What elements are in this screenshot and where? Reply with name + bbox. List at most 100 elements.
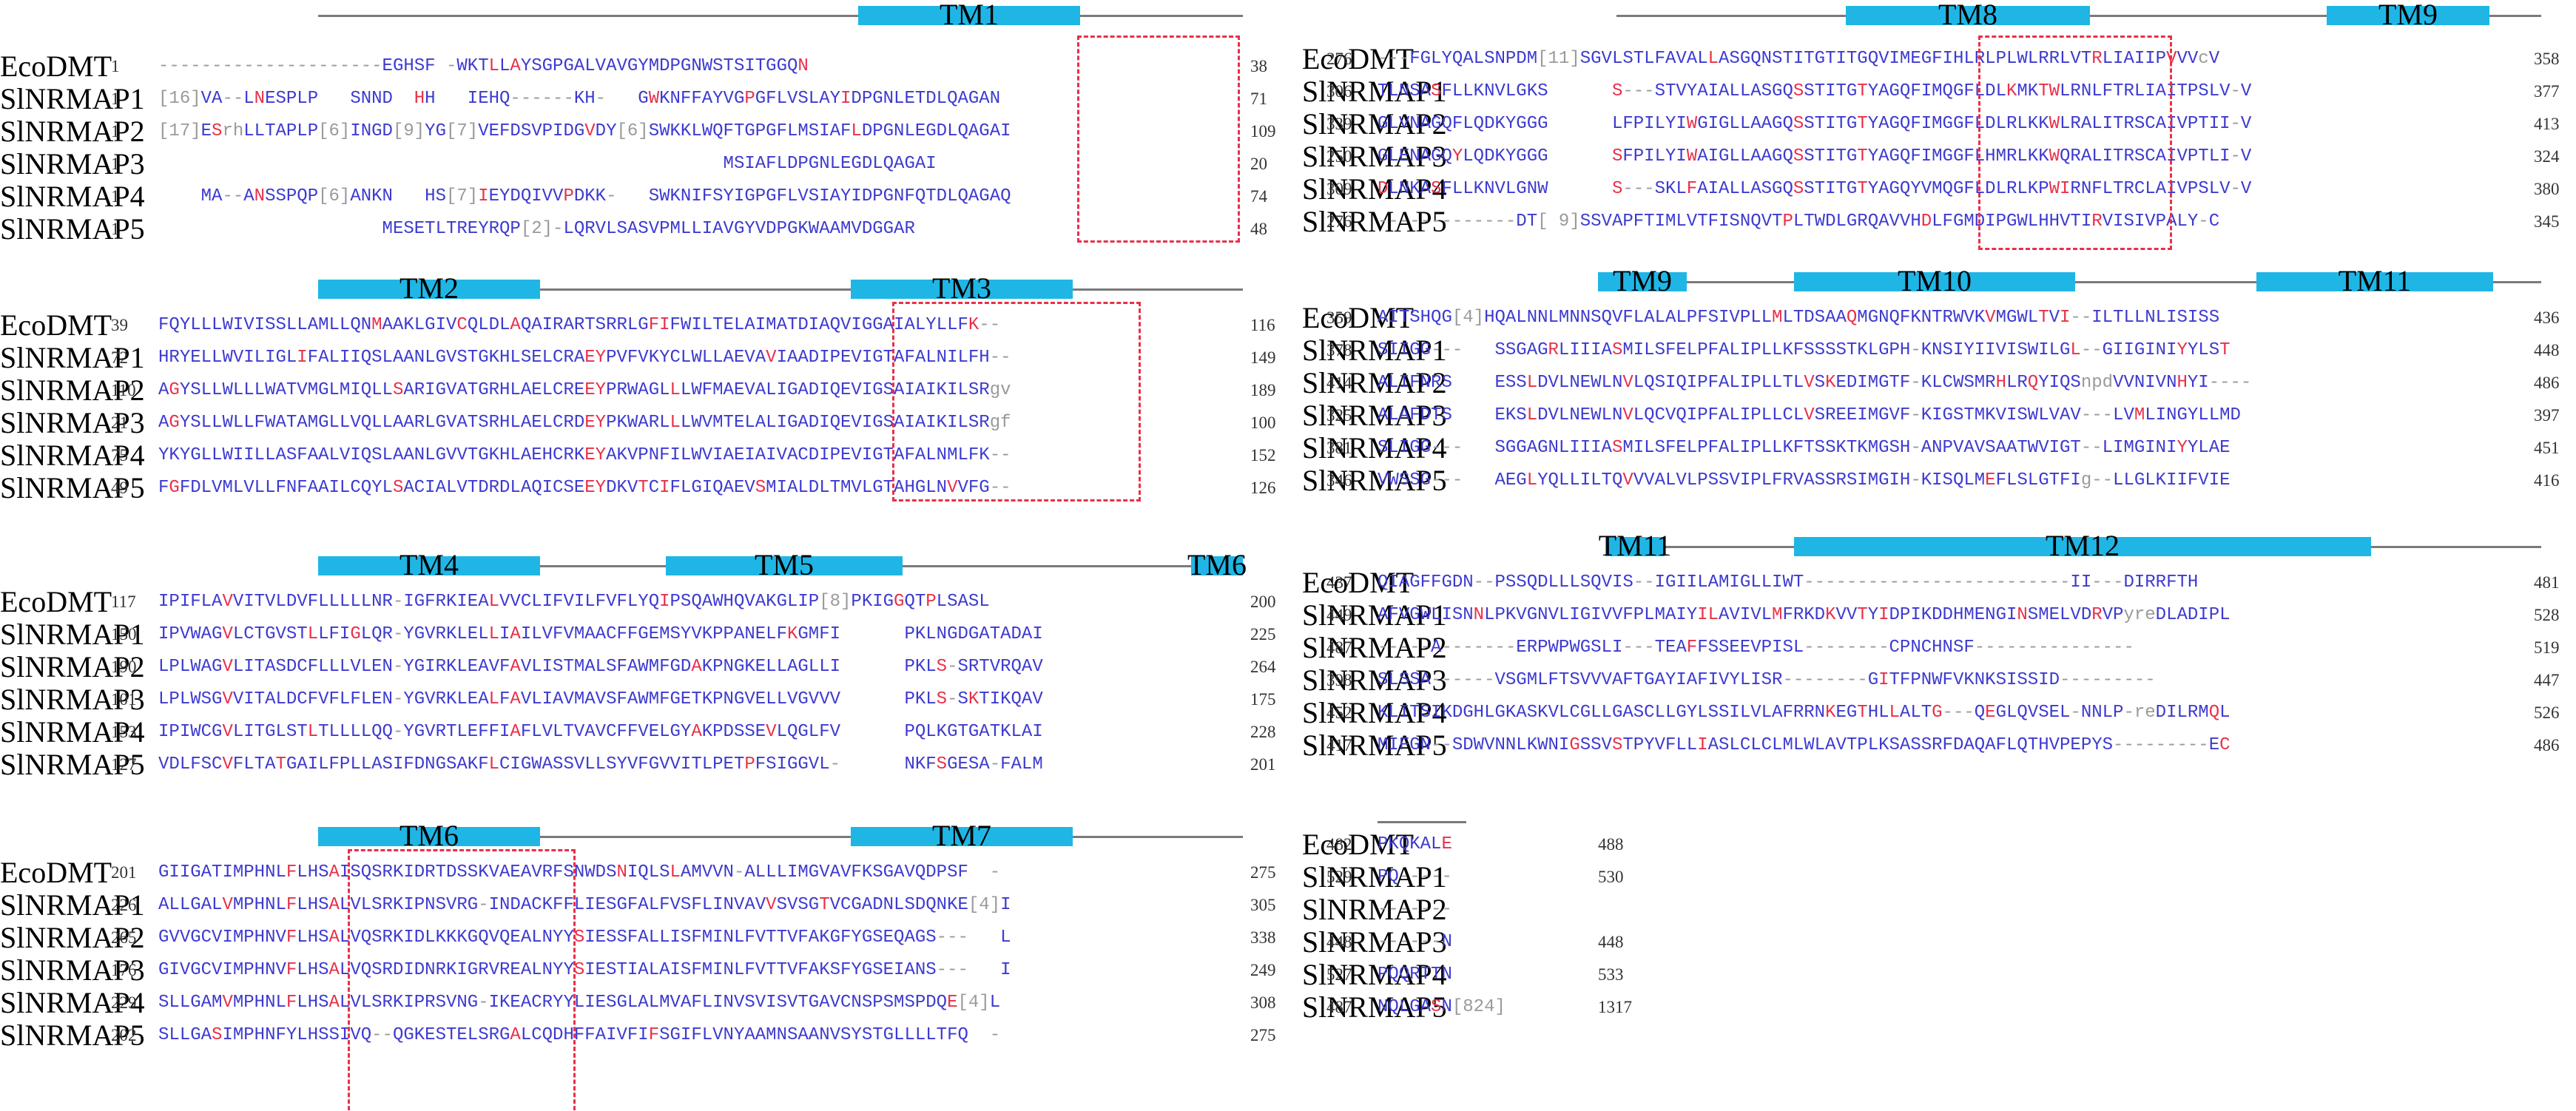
start-position: 306 [1326,82,1352,101]
tm-label: TM11 [2338,264,2412,297]
alignment-row: SlNRMAP4 153 IPIWCGVLITGLSTLTLLLLQQ-YGVRTL… [0,716,1276,749]
alignment-row: SlNRMAP5 202 SLLGASIMPHNFYLHSSIVQ--QGKESTE… [0,1019,1276,1052]
sequence-name: SlNRMAP4 [0,180,145,213]
sequence-name: SlNRMAP5 [0,212,145,246]
start-position: 487 [1326,638,1352,657]
sequence-residues: SLSSA------VSGMLFTSVVVAFTGAYIAFIVYLISR--… [1378,670,2156,690]
tm-bar-tm7: TM7 [851,821,1073,851]
end-position: 413 [2534,115,2560,133]
sequence-name: EcoDMT [1302,301,1415,334]
alignment-panel-7: TM11 TM12 EcoDMT 437 QIAGFFGDN--PSSQDLLLSQVI… [1302,531,2575,803]
sequence-residues: ------- [1378,899,1452,919]
start-position: 325 [1326,406,1352,425]
sequence-residues: -----A-------ERPWPWGSLI---TEAFFSSEEVPISL… [1378,638,2134,658]
sequence-residues: ALLGALVMPHNLFLHSALVLSRKIPNSVRG-INDACKFFL… [158,895,1011,915]
alignment-row: SlNRMAP1 226 ALLGALVMPHNLFLHSALVLSRKIPNSVR… [0,888,1276,922]
end-position: 100 [1250,413,1276,432]
sequence-residues: FGFDLVMLVLLFNFAAILCQYLSACIALVTDRDLAQICSE… [158,478,1011,498]
end-position: 486 [2534,736,2560,754]
sequence-name: EcoDMT [0,585,112,618]
start-position: 1 [111,122,120,141]
alignment-row: SlNRMAP4 527 PQQRTTN 533 [1302,959,2575,991]
sequence-residues: GVVGCVIMPHNVFLHSALVQSRKIDLKKKGQVQEALNYYS… [158,928,1011,948]
sequence-name: SlNRMAP1 [1302,75,1447,108]
start-position: 202 [111,1026,137,1044]
end-position: 338 [1250,928,1276,947]
start-position: 21 [111,413,128,432]
alignment-panel-2: TM2 TM3 EcoDMT 39 FQYLLLWIVISSLLAMLLQNMAAKLG… [0,274,1276,546]
sequence-name: SlNRMAP5 [1302,464,1447,497]
tm-bar-tm3: TM3 [851,274,1073,303]
sequence-residues: MA--ANSSPQP[6]ANKN HS[7]IEYDQIVVPDKK- SW… [200,186,1011,206]
tm-bar-tm6: TM6 [318,821,540,851]
alignment-row: SlNRMAP3 398 SLSSA------VSGMLFTSVVVAFTGAYI… [1302,664,2575,697]
alignment-row: EcoDMT 276 ---FGLYQALSNPDM[11]SGVLSTLFAVAL… [1302,43,2575,75]
tm-label: TM9 [2378,0,2438,31]
end-position: 447 [2534,671,2560,689]
tm-label: TM3 [932,271,991,305]
alignment-row: EcoDMT 482 PKQKALE 488 [1302,828,2575,861]
alignment-row: SlNRMAP4 75 YKYGLLWIILLASFAALVIQSLAANLGVVT… [0,439,1276,472]
start-position: 359 [1326,308,1352,327]
end-position: 20 [1250,155,1267,173]
sequence-residues: ---------------------EGHSF -WKTLLAYSGPGA… [158,56,809,76]
alignment-panel-5: TM8 TM9 EcoDMT 276 ---FGLYQALSNPDM[11]SGVLST… [1302,0,2575,272]
start-position: 110 [111,381,136,399]
sequence-name: SlNRMAP4 [1302,696,1447,729]
alignment-panel-3: TM4 TM5 TM6 EcoDMT 117 IPIFLAVVITVLDVFLLLLLNR… [0,550,1276,823]
sequence-residues: TLNSASFLLKNVLGKS S---STVYAIALLASGQSSTITG… [1378,81,2252,101]
tm-label: TM12 [2046,529,2120,562]
sequence-name: SlNRMAP3 [0,406,145,439]
sequence-residues: MSIAFLDPGNLEGDLQAGAI [723,154,937,174]
end-position: 200 [1250,592,1276,611]
alignment-row: SlNRMAP1 150 IPVWAGVLCTGVSTLLFIGLQR-YGVRKL… [0,618,1276,651]
alignment-row: SlNRMAP5 417 MIFGN--SDWVNNLKWNIGSSVSTPYVFL… [1302,729,2575,762]
alignment-row: SlNRMAP1 449 AFVGWLISNNLPKVGNVLIGIVVFPLMAI… [1302,599,2575,632]
start-position: 49 [111,479,128,497]
start-position: 1 [111,57,120,75]
alignment-row: SlNRMAP4 452 KLITSIKDGHLGKASKVLCGLLGASCLLG… [1302,697,2575,729]
alignment-ruler [318,836,1243,838]
sequence-name: SlNRMAP4 [1302,958,1447,991]
sequence-residues: AFVGWLISNNLPKVGNVLIGIVVFPLMAIYILAVIVLMFR… [1378,605,2231,625]
end-position: 397 [2534,406,2560,425]
start-position: 437 [1326,573,1352,592]
alignment-row: SlNRMAP3 101 LPLWSGVVITALDCFVFLFLEN-YGVRKL… [0,683,1276,716]
tm-label: TM11 [1598,529,1672,562]
end-position: 1317 [1598,998,1632,1016]
sequence-name: SlNRMAP3 [1302,140,1447,173]
end-position: 530 [1598,868,1624,886]
sequence-name: SlNRMAP5 [1302,990,1447,1024]
end-position: 486 [2534,374,2560,392]
sequence-name: SlNRMAP5 [0,1019,145,1052]
start-position: 201 [111,863,137,882]
alignment-row: EcoDMT 201 GIIGATIMPHNLFLHSAISQSRKIDRTDSSK… [0,857,1276,889]
start-position: 176 [111,961,137,979]
alignment-row: SlNRMAP1 529 PQ----- 530 [1302,861,2575,894]
alignment-row: SlNRMAP1 306 TLNSASFLLKNVLGKS S---STVYAIAL… [1302,75,2575,108]
alignment-row: SlNRMAP1 378 SIIGG--- SSGAGRLIIIASMILSFELP… [1302,334,2575,367]
start-position: 276 [1326,50,1352,68]
sequence-residues: YKYGLLWIILLASFAALVIQSLAANLGVVTGKHLAEHCRK… [158,445,1011,465]
sequence-name: SlNRMAP1 [0,82,145,115]
tm-label: TM2 [399,271,459,305]
sequence-name: SlNRMAP3 [0,953,145,987]
sequence-residues: VDLFSCVFLTATGAILFPLLASIFDNGSAKFLCIGWASSV… [158,754,1043,774]
alignment-row: SlNRMAP2 339 GLVNAGQFLQDKYGGG LFPILYIWGIGL… [1302,108,2575,141]
end-position: 345 [2534,212,2560,231]
end-position: 416 [2534,471,2560,490]
alignment-row: SlNRMAP3 448 ------N 448 [1302,926,2575,959]
sequence-name: SlNRMAP1 [0,888,145,922]
start-position: 346 [1326,471,1352,490]
sequence-residues: ------N [1378,932,1452,952]
sequence-name: SlNRMAP4 [1302,172,1447,206]
sequence-residues: ALIFNRS ESSLDVLNEWLNVLQSIQIPFALIPLLTLVSK… [1378,373,2252,393]
start-position: 153 [111,723,137,741]
end-position: 126 [1250,479,1276,497]
tm-bar-tm8: TM8 [1846,0,2090,30]
end-position: 358 [2534,50,2560,68]
tm-bar-tm9: TM9 [1598,266,1687,296]
alignment-row: SlNRMAP5 276 -------------DT[ 9]SSVAPFTIML… [1302,206,2575,238]
tm-label: TM6 [399,819,459,852]
tm-label: TM4 [399,548,459,581]
